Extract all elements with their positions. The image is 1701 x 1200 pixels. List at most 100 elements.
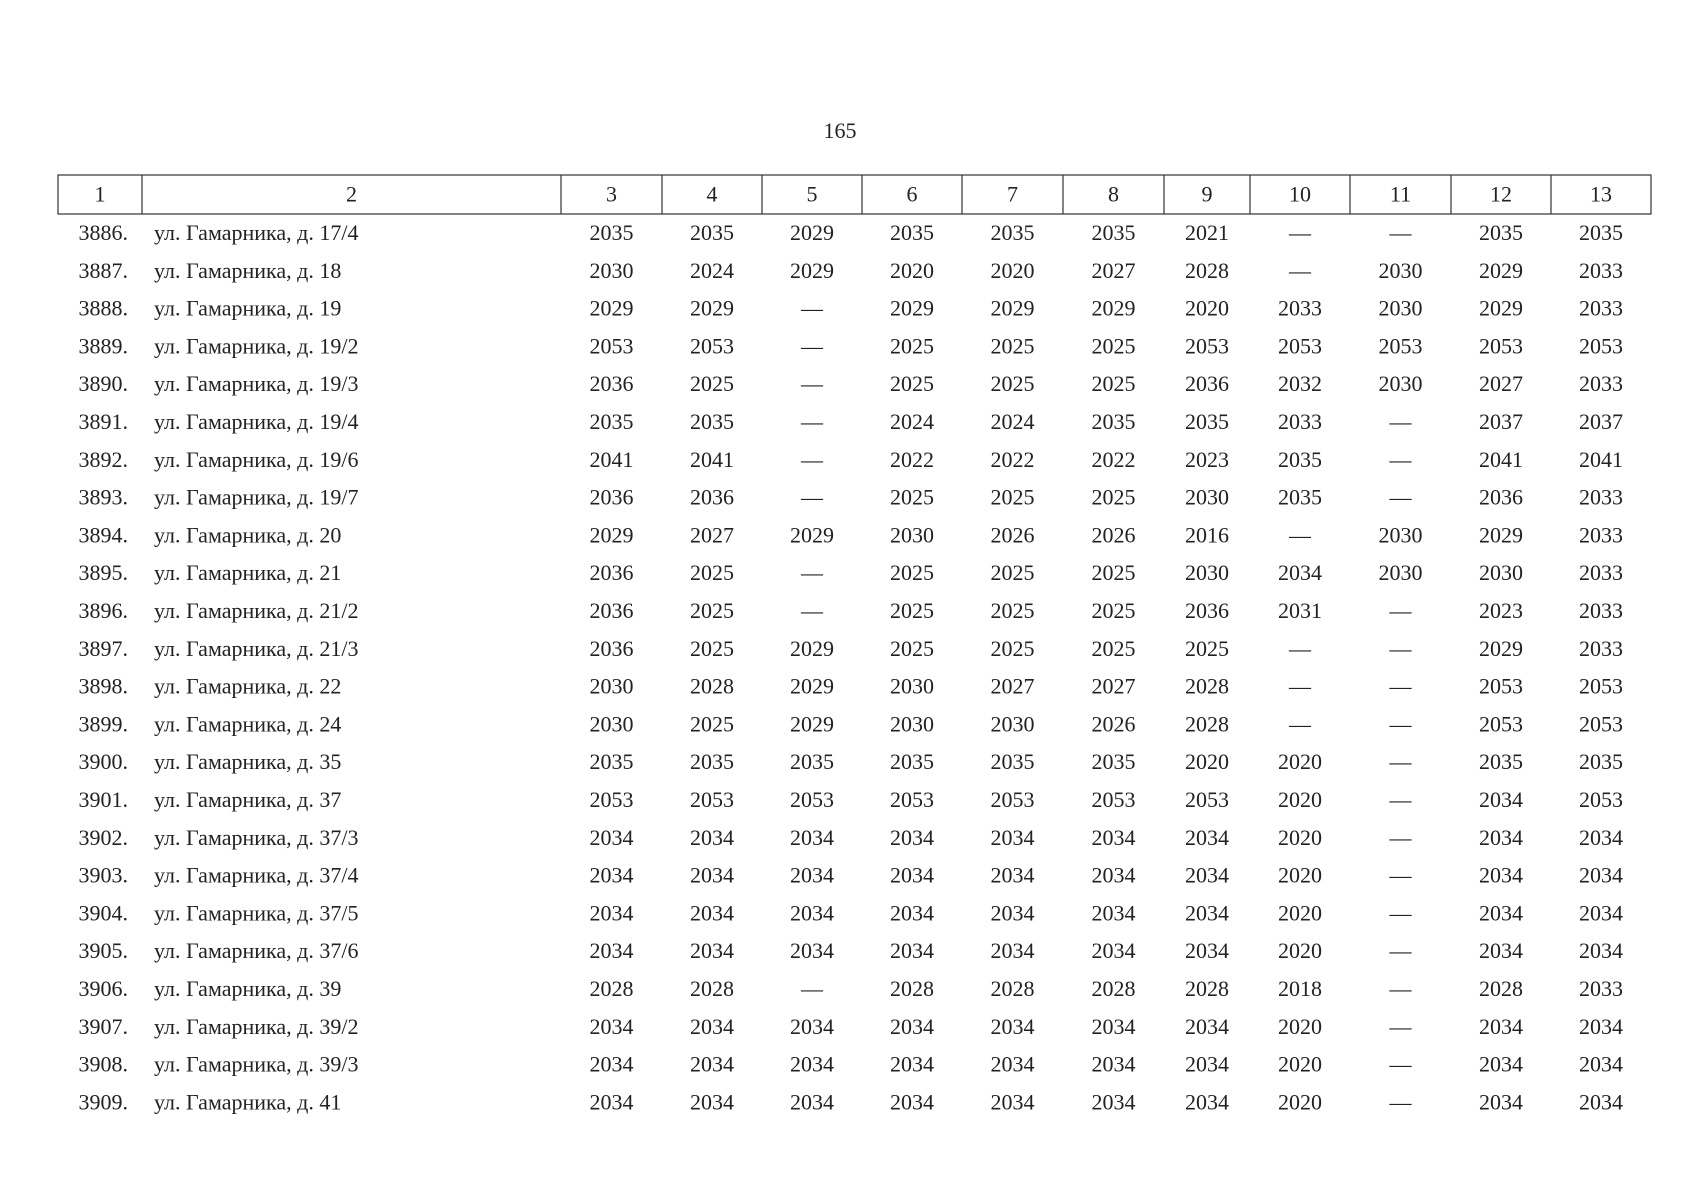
year-cell: 2020 [1278, 900, 1322, 925]
year-cell: 2035 [1479, 220, 1523, 245]
year-cell: 2034 [1092, 1014, 1136, 1039]
row-number: 3897. [79, 636, 129, 661]
year-cell: 2025 [890, 598, 934, 623]
year-cell: 2028 [890, 976, 934, 1001]
year-cell: 2020 [1278, 787, 1322, 812]
year-cell: 2034 [1579, 938, 1623, 963]
year-cell: 2035 [690, 409, 734, 434]
year-cell: 2034 [991, 900, 1035, 925]
year-cell: — [1288, 636, 1312, 661]
year-cell: — [800, 333, 824, 358]
year-cell: 2033 [1579, 560, 1623, 585]
year-cell: 2028 [590, 976, 634, 1001]
row-number: 3898. [79, 674, 129, 699]
year-cell: 2034 [1579, 900, 1623, 925]
year-cell: 2034 [1092, 863, 1136, 888]
year-cell: 2028 [690, 674, 734, 699]
year-cell: 2053 [1185, 787, 1229, 812]
year-cell: 2025 [890, 485, 934, 510]
year-cell: 2036 [590, 636, 634, 661]
year-cell: 2025 [1092, 636, 1136, 661]
year-cell: — [1389, 863, 1413, 888]
year-cell: 2034 [1185, 863, 1229, 888]
year-cell: — [800, 598, 824, 623]
year-cell: 2025 [690, 560, 734, 585]
address: ул. Гамарника, д. 22 [154, 674, 341, 699]
year-cell: 2036 [590, 371, 634, 396]
year-cell: 2035 [1278, 447, 1322, 472]
year-cell: 2034 [991, 1089, 1035, 1114]
year-cell: 2020 [1278, 1089, 1322, 1114]
address: ул. Гамарника, д. 21 [154, 560, 341, 585]
year-cell: 2026 [1092, 711, 1136, 736]
year-cell: 2034 [1185, 825, 1229, 850]
year-cell: 2034 [1479, 787, 1523, 812]
year-cell: 2041 [590, 447, 634, 472]
year-cell: 2035 [1092, 220, 1136, 245]
year-cell: 2053 [991, 787, 1035, 812]
year-cell: 2029 [590, 522, 634, 547]
year-cell: 2034 [790, 825, 834, 850]
year-cell: 2033 [1579, 598, 1623, 623]
year-cell: 2028 [1185, 976, 1229, 1001]
address: ул. Гамарника, д. 21/3 [154, 636, 358, 661]
year-cell: — [1389, 409, 1413, 434]
year-cell: — [1288, 258, 1312, 283]
year-cell: 2053 [690, 333, 734, 358]
address: ул. Гамарника, д. 37/4 [154, 863, 358, 888]
year-cell: 2030 [1379, 258, 1423, 283]
year-cell: 2035 [690, 749, 734, 774]
address: ул. Гамарника, д. 19 [154, 296, 341, 321]
header-cell: 4 [707, 182, 718, 207]
year-cell: 2028 [690, 976, 734, 1001]
year-cell: 2053 [1479, 711, 1523, 736]
year-cell: 2034 [1278, 560, 1322, 585]
year-cell: 2020 [1278, 1052, 1322, 1077]
address: ул. Гамарника, д. 17/4 [154, 220, 358, 245]
address: ул. Гамарника, д. 39 [154, 976, 341, 1001]
year-cell: 2036 [1479, 485, 1523, 510]
year-cell: 2029 [590, 296, 634, 321]
year-cell: 2033 [1579, 296, 1623, 321]
year-cell: 2034 [1479, 1014, 1523, 1039]
year-cell: 2025 [690, 711, 734, 736]
year-cell: 2041 [1579, 447, 1623, 472]
year-cell: — [1389, 976, 1413, 1001]
year-cell: 2030 [890, 674, 934, 699]
year-cell: 2024 [690, 258, 734, 283]
year-cell: 2025 [991, 560, 1035, 585]
year-cell: — [1389, 938, 1413, 963]
year-cell: 2030 [1185, 560, 1229, 585]
address: ул. Гамарника, д. 19/3 [154, 371, 358, 396]
row-number: 3904. [79, 900, 129, 925]
row-number: 3903. [79, 863, 129, 888]
row-number: 3888. [79, 296, 129, 321]
year-cell: 2029 [991, 296, 1035, 321]
year-cell: 2022 [991, 447, 1035, 472]
year-cell: 2022 [890, 447, 934, 472]
year-cell: 2034 [690, 1014, 734, 1039]
year-cell: 2029 [790, 220, 834, 245]
year-cell: 2034 [890, 1089, 934, 1114]
year-cell: 2028 [1185, 674, 1229, 699]
year-cell: 2033 [1579, 485, 1623, 510]
address: ул. Гамарника, д. 21/2 [154, 598, 358, 623]
year-cell: 2028 [1479, 976, 1523, 1001]
address: ул. Гамарника, д. 19/6 [154, 447, 358, 472]
header-cell: 11 [1390, 182, 1411, 207]
year-cell: 2033 [1579, 976, 1623, 1001]
year-cell: 2025 [690, 598, 734, 623]
header-cell: 12 [1490, 182, 1512, 207]
year-cell: 2030 [1379, 371, 1423, 396]
year-cell: 2034 [1092, 938, 1136, 963]
year-cell: — [800, 560, 824, 585]
year-cell: — [1389, 220, 1413, 245]
year-cell: 2029 [790, 522, 834, 547]
address: ул. Гамарника, д. 19/4 [154, 409, 358, 434]
year-cell: 2035 [790, 749, 834, 774]
year-cell: 2020 [1278, 938, 1322, 963]
year-cell: 2034 [1185, 1089, 1229, 1114]
year-cell: 2034 [790, 900, 834, 925]
year-cell: 2030 [890, 711, 934, 736]
